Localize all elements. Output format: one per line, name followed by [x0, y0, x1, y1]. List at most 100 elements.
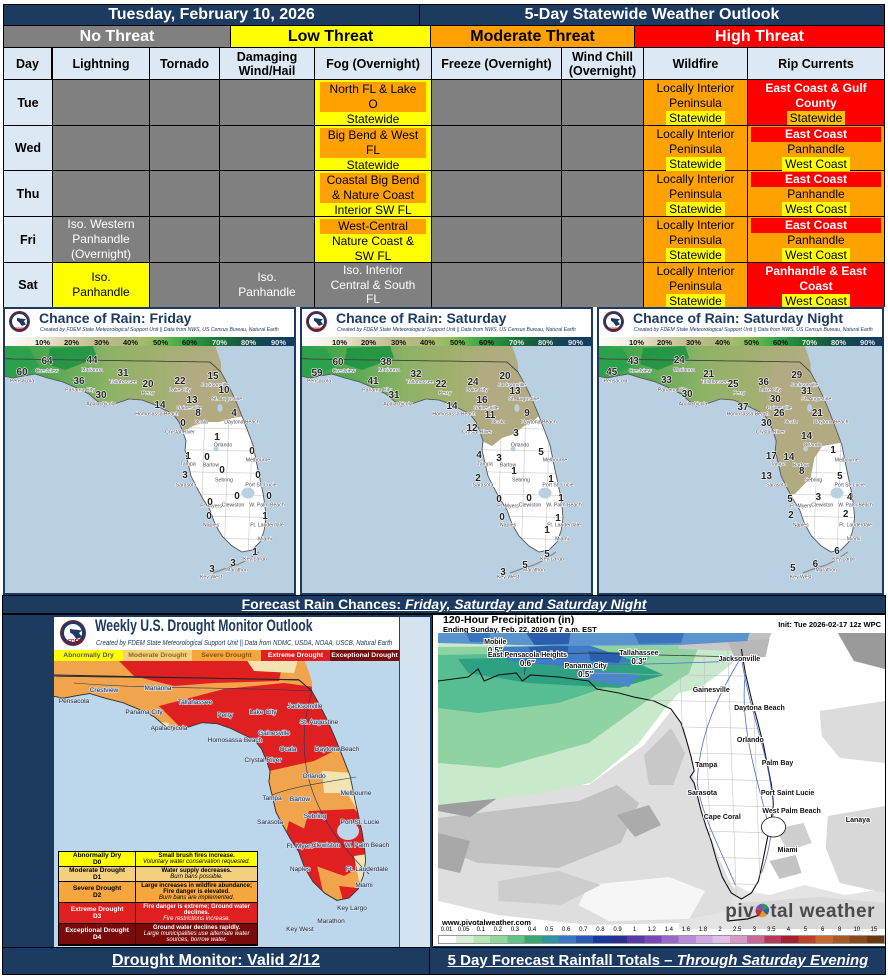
svg-text:1: 1	[214, 432, 220, 443]
svg-text:Crystal River: Crystal River	[244, 757, 282, 764]
svg-text:Panama City: Panama City	[362, 388, 392, 394]
svg-text:Key Largo: Key Largo	[337, 905, 367, 912]
svg-text:Clewiston: Clewiston	[312, 842, 341, 849]
svg-text:0: 0	[219, 465, 225, 476]
svg-text:5: 5	[522, 560, 528, 571]
svg-text:Port St. Lucie: Port St. Lucie	[245, 483, 276, 489]
svg-text:Key Largo: Key Largo	[832, 556, 855, 562]
svg-text:East Pensacola Heights: East Pensacola Heights	[488, 652, 567, 659]
svg-text:0: 0	[206, 511, 212, 522]
svg-text:Ocala: Ocala	[491, 420, 505, 426]
svg-text:Sebring: Sebring	[304, 813, 327, 820]
svg-text:Bartow: Bartow	[793, 462, 809, 468]
svg-text:30: 30	[95, 390, 107, 401]
svg-text:1: 1	[544, 525, 550, 536]
svg-text:St. Augustine: St. Augustine	[509, 397, 540, 403]
svg-text:1: 1	[511, 466, 517, 477]
svg-text:20: 20	[142, 379, 154, 390]
svg-text:1: 1	[830, 445, 836, 456]
svg-text:Jacksonville: Jacksonville	[791, 382, 818, 388]
svg-text:0: 0	[526, 493, 532, 504]
svg-text:25: 25	[728, 379, 739, 390]
svg-text:26: 26	[774, 408, 785, 419]
svg-text:Tallahassee: Tallahassee	[701, 379, 728, 385]
svg-text:Palm Bay: Palm Bay	[762, 760, 794, 767]
svg-text:W. Palm Beach: W. Palm Beach	[546, 503, 582, 509]
svg-text:St. Augustine: St. Augustine	[300, 719, 339, 726]
svg-text:Bartow: Bartow	[290, 796, 311, 803]
svg-text:Marianna: Marianna	[378, 368, 400, 374]
svg-text:Crestview: Crestview	[333, 369, 356, 375]
svg-text:Apalachicola: Apalachicola	[151, 725, 188, 732]
svg-text:Ocala: Ocala	[194, 420, 208, 426]
svg-text:5: 5	[544, 549, 550, 560]
svg-text:Melbourne: Melbourne	[543, 458, 568, 464]
svg-text:Tallahassee: Tallahassee	[109, 380, 137, 386]
svg-text:Jacksonville: Jacksonville	[287, 703, 322, 710]
svg-text:Ft. Lauderdale: Ft. Lauderdale	[346, 866, 388, 873]
svg-text:3: 3	[496, 453, 502, 464]
svg-text:Lanaya: Lanaya	[846, 817, 870, 824]
svg-text:13: 13	[186, 395, 198, 406]
svg-text:5: 5	[538, 447, 544, 458]
svg-text:Marathon: Marathon	[523, 568, 545, 574]
svg-text:Sebring: Sebring	[512, 478, 530, 484]
svg-text:Jacksonville: Jacksonville	[498, 383, 526, 389]
svg-text:14: 14	[784, 452, 795, 463]
svg-text:Clewiston: Clewiston	[811, 502, 833, 508]
svg-text:Jacksonville: Jacksonville	[718, 656, 760, 663]
svg-text:Sebring: Sebring	[215, 478, 233, 484]
svg-text:Apalachicola: Apalachicola	[86, 402, 116, 408]
svg-text:0: 0	[499, 512, 505, 523]
svg-text:31: 31	[801, 386, 812, 397]
svg-text:37: 37	[738, 402, 749, 413]
svg-text:36: 36	[758, 377, 769, 388]
svg-text:W. Palm Beach: W. Palm Beach	[345, 842, 390, 849]
svg-text:Marathon: Marathon	[317, 918, 345, 925]
svg-text:Tampa: Tampa	[180, 462, 196, 468]
svg-text:Marianna: Marianna	[674, 367, 695, 373]
svg-text:Pensacola: Pensacola	[604, 378, 628, 384]
svg-text:4: 4	[847, 492, 853, 503]
svg-text:3: 3	[500, 567, 506, 578]
svg-text:60: 60	[16, 367, 28, 378]
svg-text:Gainesville: Gainesville	[473, 406, 498, 412]
svg-text:24: 24	[674, 355, 685, 366]
svg-text:Key West: Key West	[790, 574, 812, 580]
svg-text:0: 0	[266, 491, 272, 502]
svg-text:St. Augustine: St. Augustine	[801, 396, 831, 402]
svg-text:Melbourne: Melbourne	[246, 458, 271, 464]
svg-text:W. Palm Beach: W. Palm Beach	[838, 502, 873, 508]
svg-text:Pensacola: Pensacola	[307, 379, 331, 385]
svg-text:Ft. Myers: Ft. Myers	[200, 504, 222, 510]
svg-text:Clewiston: Clewiston	[222, 503, 245, 509]
svg-text:14: 14	[154, 400, 166, 411]
svg-text:20: 20	[499, 371, 511, 382]
svg-text:Ocala: Ocala	[784, 419, 797, 425]
svg-text:44: 44	[86, 355, 98, 366]
svg-text:Marathon: Marathon	[815, 567, 837, 573]
svg-text:1: 1	[558, 493, 564, 504]
svg-text:Daytona Beach: Daytona Beach	[315, 746, 360, 753]
svg-text:4: 4	[476, 450, 482, 461]
svg-text:Panama City: Panama City	[658, 387, 687, 393]
svg-text:West Palm Beach: West Palm Beach	[762, 808, 820, 815]
svg-text:Melbourne: Melbourne	[341, 790, 372, 797]
svg-text:Lake City: Lake City	[760, 387, 782, 393]
svg-text:Port St. Lucie: Port St. Lucie	[834, 482, 865, 488]
svg-text:0: 0	[249, 446, 255, 457]
svg-text:36: 36	[73, 376, 85, 387]
svg-text:Marianna: Marianna	[81, 368, 103, 374]
svg-text:Marathon: Marathon	[226, 568, 248, 574]
svg-text:Apalachicola: Apalachicola	[679, 401, 708, 407]
svg-text:16: 16	[476, 395, 488, 406]
svg-text:Bartow: Bartow	[203, 463, 219, 469]
svg-text:Tampa: Tampa	[262, 795, 282, 802]
svg-text:Homosassa Beach: Homosassa Beach	[208, 737, 263, 744]
svg-text:Perry: Perry	[217, 712, 233, 719]
svg-text:11: 11	[485, 410, 496, 421]
svg-text:29: 29	[791, 370, 802, 381]
svg-text:Tallahassee: Tallahassee	[619, 650, 658, 657]
svg-text:Perry: Perry	[142, 391, 155, 397]
svg-text:Homosassa Beach: Homosassa Beach	[432, 412, 476, 418]
